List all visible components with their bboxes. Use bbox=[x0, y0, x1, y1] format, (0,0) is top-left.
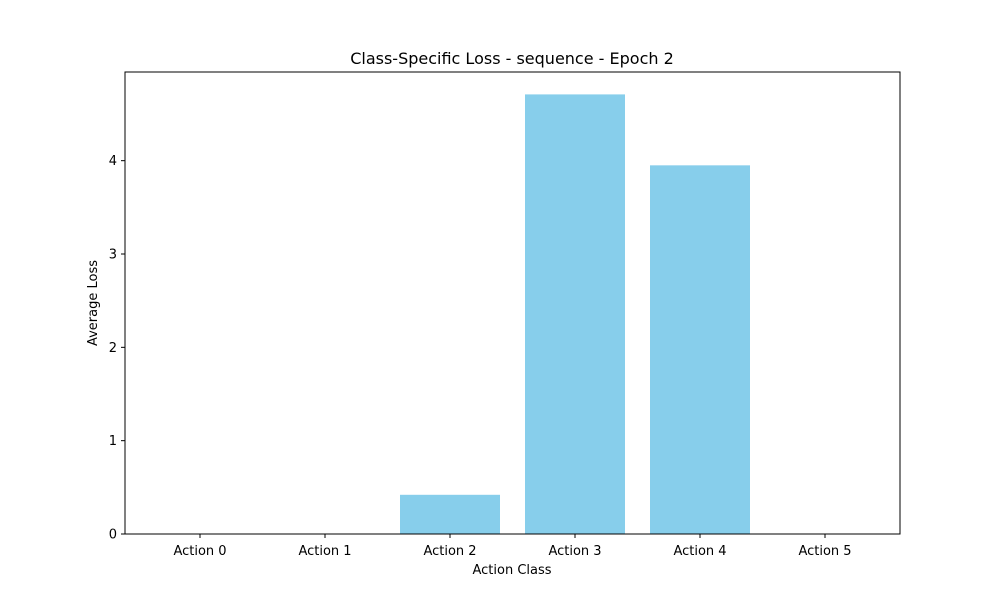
y-axis-label: Average Loss bbox=[86, 260, 101, 346]
bar-action-3 bbox=[525, 94, 625, 535]
bar-action-2 bbox=[400, 494, 500, 534]
y-tick-label: 0 bbox=[109, 528, 117, 543]
plot-frame bbox=[124, 71, 901, 535]
x-axis-label: Action Class bbox=[472, 563, 551, 578]
x-tick-label: Action 0 bbox=[173, 544, 226, 559]
bar-group bbox=[400, 94, 750, 535]
y-axis-ticks: 0 1 2 3 4 bbox=[109, 154, 125, 543]
x-tick-label: Action 1 bbox=[298, 544, 351, 559]
x-tick-label: Action 4 bbox=[673, 544, 726, 559]
y-tick-label: 3 bbox=[109, 248, 117, 263]
chart-title: Class-Specific Loss - sequence - Epoch 2 bbox=[350, 49, 674, 68]
bar-action-4 bbox=[650, 165, 750, 535]
y-tick-label: 1 bbox=[109, 434, 117, 449]
x-tick-label: Action 3 bbox=[548, 544, 601, 559]
y-tick-label: 4 bbox=[109, 154, 117, 169]
y-tick-label: 2 bbox=[109, 341, 117, 356]
x-axis-ticks: Action 0 Action 1 Action 2 Action 3 Action 4… bbox=[173, 534, 852, 559]
x-tick-label: Action 2 bbox=[423, 544, 476, 559]
x-tick-label: Action 5 bbox=[798, 544, 851, 559]
